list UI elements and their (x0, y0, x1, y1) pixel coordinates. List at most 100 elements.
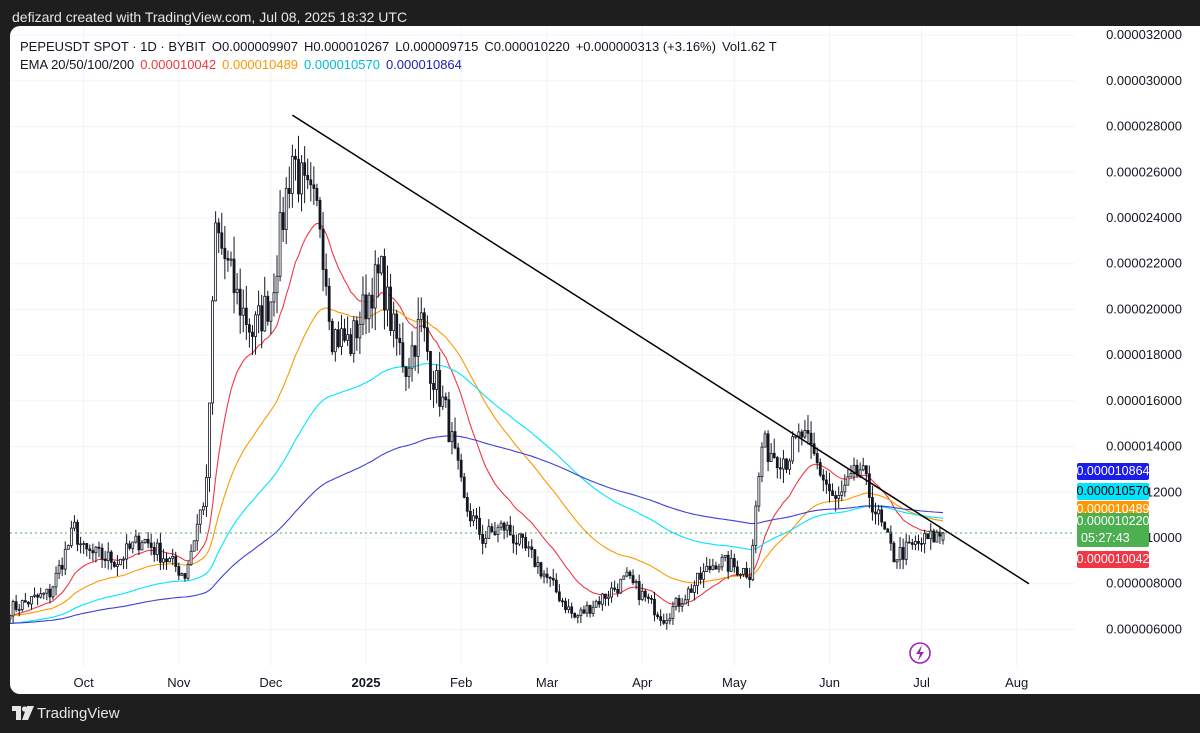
candle (542, 570, 546, 584)
candle (533, 549, 537, 568)
lightning-icon[interactable] (909, 642, 931, 664)
candle (508, 516, 512, 536)
candle (36, 593, 40, 606)
candle (564, 597, 567, 614)
candle (628, 569, 632, 580)
trendline[interactable] (291, 114, 1030, 585)
candle (607, 590, 610, 606)
candle (763, 430, 767, 448)
y-tick-label: 0.000020000 (1106, 301, 1182, 316)
ema-line-100 (10, 362, 944, 625)
candle (330, 318, 334, 355)
candle (413, 344, 417, 371)
candle (263, 276, 267, 332)
candle (125, 534, 129, 569)
candle (57, 559, 61, 579)
legend-symbol[interactable]: PEPEUSDT SPOT · 1D · BYBIT (20, 39, 206, 54)
candle (162, 548, 165, 570)
candle (631, 569, 635, 585)
candle (677, 594, 681, 613)
candle (358, 311, 362, 355)
candle (714, 561, 718, 570)
legend-ema-label[interactable]: EMA 20/50/100/200 (20, 57, 135, 72)
candle (456, 443, 460, 470)
chart-panel[interactable]: Oct Nov Dec 2025 Feb Mar Apr May Jun Jul Aug 0.000… (10, 26, 1200, 694)
candle (349, 328, 353, 357)
candle (343, 318, 346, 343)
candlestick-chart[interactable]: Oct Nov Dec 2025 Feb Mar Apr May Jun Jul Aug 0.000… (10, 26, 1200, 694)
price-tag-value: 0.000010042 (1077, 552, 1150, 566)
legend-low: L0.000009715 (395, 39, 479, 54)
candle (333, 328, 337, 362)
candle (453, 417, 457, 450)
candle (478, 506, 481, 540)
candle (281, 197, 285, 242)
x-tick-label: Jun (819, 675, 840, 690)
candle (158, 532, 162, 571)
price-tags: 0.0000108640.0000105700.0000104890.00001… (1077, 463, 1150, 568)
legend-ohlc-row: PEPEUSDT SPOT · 1D · BYBIT O0.000009907 H0… (20, 38, 783, 56)
candle (318, 197, 322, 239)
candle (548, 575, 552, 588)
y-tick-label: 0.000026000 (1106, 164, 1182, 179)
candle (429, 350, 432, 400)
candle (861, 457, 865, 472)
candle (60, 557, 64, 577)
candle (186, 561, 190, 581)
y-tick-label: 0.000030000 (1106, 73, 1182, 88)
candle (545, 567, 549, 584)
candle (422, 307, 426, 342)
grid (10, 26, 1075, 666)
candle (208, 402, 211, 492)
legend-ema200: 0.000010864 (385, 57, 462, 72)
candle (435, 364, 439, 404)
legend-volume: Vol1.62 T (721, 39, 777, 54)
candle (926, 533, 930, 540)
candle (803, 419, 807, 440)
candle (846, 469, 850, 486)
candle (33, 587, 36, 598)
legend-open: O0.000009907 (211, 39, 298, 54)
candle (889, 525, 893, 551)
candle (696, 572, 699, 595)
candle (337, 321, 340, 349)
candle (502, 521, 506, 540)
candle (131, 541, 135, 554)
candle (782, 450, 785, 483)
candle (689, 583, 693, 593)
y-tick-label: 0.000014000 (1106, 439, 1182, 454)
candle (386, 265, 389, 327)
candle (373, 250, 377, 331)
footer-brand[interactable]: TradingView (37, 705, 120, 722)
candle (287, 166, 291, 209)
price-tag-countdown: 05:27:43 (1081, 531, 1130, 545)
candle (650, 595, 653, 604)
candle (324, 253, 328, 296)
candle (134, 529, 138, 544)
candle (459, 453, 463, 482)
candle (392, 301, 396, 348)
candle (791, 431, 795, 465)
candle (370, 277, 374, 329)
y-tick-label: 0.000008000 (1106, 576, 1182, 591)
candle (812, 432, 816, 456)
candle (401, 322, 405, 373)
candle (444, 392, 448, 408)
candle (711, 558, 715, 571)
candle (315, 183, 319, 207)
candle (462, 472, 466, 499)
candle (300, 155, 303, 212)
candle (511, 525, 515, 554)
candle (806, 415, 810, 445)
candle (831, 483, 834, 496)
candle (518, 533, 521, 547)
candle (94, 546, 98, 563)
trendline-segment[interactable] (291, 114, 1030, 585)
candle (168, 556, 171, 563)
price-tag-value: 0.000010220 (1077, 514, 1150, 528)
candle (720, 553, 724, 571)
candle (238, 268, 242, 334)
candle (137, 532, 141, 556)
ema-line-200 (10, 435, 944, 625)
candle (659, 609, 663, 626)
